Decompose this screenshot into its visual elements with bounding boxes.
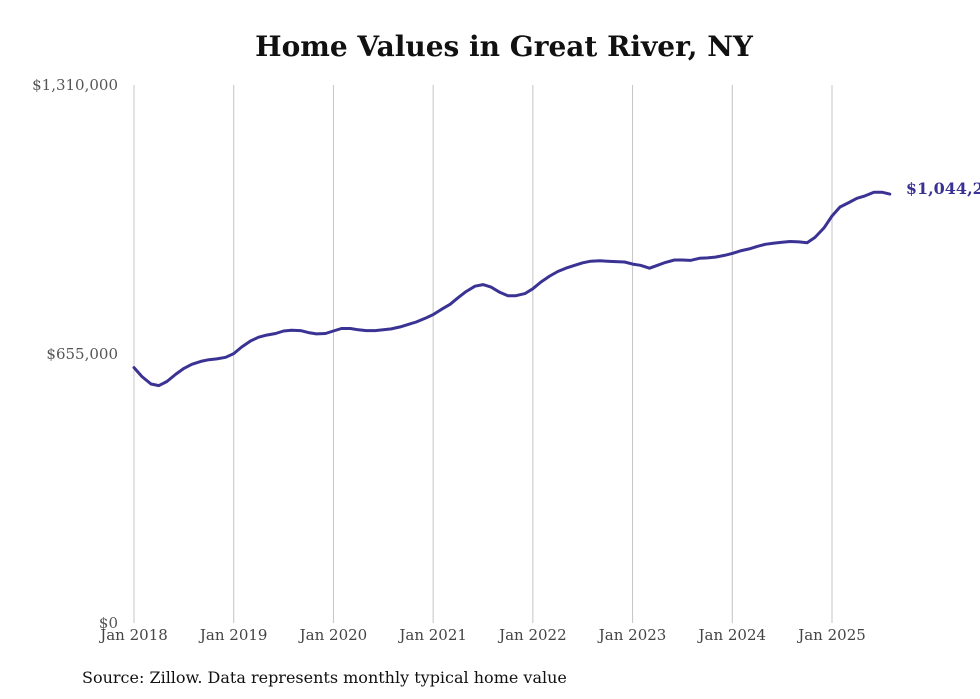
x-tick-label: Jan 2020: [298, 626, 368, 644]
chart-title: Home Values in Great River, NY: [255, 30, 753, 63]
x-tick-label: Jan 2018: [98, 626, 168, 644]
x-tick-label: Jan 2025: [796, 626, 866, 644]
source-note: Source: Zillow. Data represents monthly …: [82, 668, 567, 687]
y-tick-label: $655,000: [46, 345, 118, 363]
x-tick-label: Jan 2021: [397, 626, 467, 644]
series-layer: [132, 190, 892, 388]
end-value-label: $1,044,227: [906, 179, 980, 198]
y-tick-label: $1,310,000: [32, 76, 118, 94]
y-tick-label: $0: [99, 614, 118, 632]
grid-lines: [133, 85, 833, 623]
x-tick-label: Jan 2022: [497, 626, 567, 644]
x-axis-ticks: Jan 2018 Jan 2019 Jan 2020 Jan 2021 Jan 2022…: [98, 626, 866, 644]
x-tick-label: Jan 2023: [597, 626, 667, 644]
x-tick-label: Jan 2024: [697, 626, 767, 644]
y-axis-ticks: $0 $655,000 $1,310,000: [32, 76, 118, 632]
series-line-0: [132, 190, 892, 388]
x-tick-label: Jan 2019: [198, 626, 268, 644]
